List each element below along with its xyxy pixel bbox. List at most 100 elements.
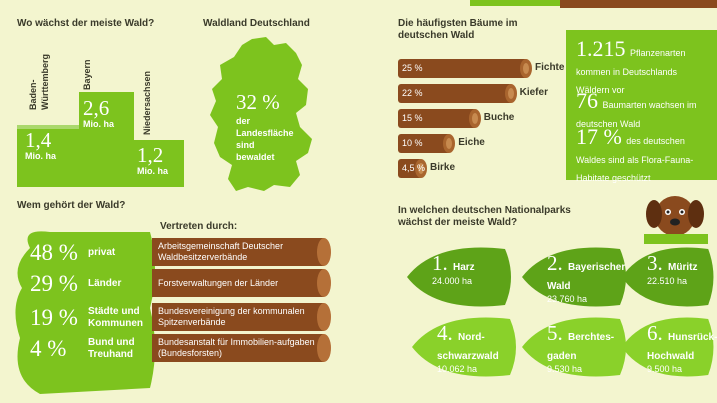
owner-label-0: privat — [88, 247, 116, 258]
park-leaf-1 — [522, 247, 626, 307]
state-label-niedersachsen: Niedersachsen — [142, 70, 152, 135]
owner-org-0: Arbeitsgemeinschaft Deutscher Waldbesitz… — [152, 238, 331, 266]
fact-3: 17 % des deutschen Waldes sind als Flora… — [576, 124, 712, 186]
podium-right — [134, 140, 184, 187]
park-info-3: 4. Nord-schwarzwald 10.062 ha — [437, 321, 517, 375]
tree-log-0 — [398, 59, 526, 78]
tree-log-end-1 — [504, 84, 517, 103]
state-value-bw: 1,4 Mio. ha — [25, 128, 56, 162]
tree-name-0: Fichte — [535, 62, 565, 73]
section-parks-title: In welchen deutschen Nationalparks wächs… — [398, 205, 571, 228]
park-name-3: Nord-schwarzwald — [437, 332, 499, 362]
park-info-1: 2. Bayerischer Wald 23.760 ha — [547, 251, 627, 305]
section-owners-title: Wem gehört der Wald? — [17, 200, 126, 211]
state-value-ns-unit: Mio. ha — [137, 166, 168, 176]
germany-map — [210, 37, 312, 191]
podium-center — [79, 92, 134, 187]
state-label-bw-2: Württemberg — [40, 54, 50, 110]
park-area-1: 23.760 ha — [547, 294, 588, 304]
owner-org-3: Bundesanstalt für Immobilien-aufgaben (B… — [152, 334, 331, 362]
section-forest-states-title: Wo wächst der meiste Wald? — [17, 18, 155, 29]
owner-org-2: Bundesvereinigung der kommunalen Spitzen… — [152, 303, 331, 331]
fact-2-number: 76 — [576, 88, 598, 113]
state-value-bayern: 2,6 Mio. ha — [83, 96, 114, 130]
state-value-bw-unit: Mio. ha — [25, 151, 56, 161]
park-leaf-3 — [412, 317, 516, 377]
waldland-percent: 32 % — [236, 90, 280, 114]
park-rank-1: 2. — [547, 251, 568, 275]
park-name-0: Harz — [453, 262, 475, 273]
park-area-4: 9.530 ha — [547, 364, 583, 374]
owner-label-2: Städte und Kommunen — [88, 306, 143, 329]
tree-pct-1: 22 % — [402, 88, 423, 98]
fact-3-number: 17 % — [576, 124, 622, 149]
tree-name-4: Birke — [430, 162, 456, 173]
state-value-ns: 1,2 Mio. ha — [137, 143, 168, 177]
park-rank-4: 5. — [547, 321, 568, 345]
fact-1-number: 1.215 — [576, 36, 626, 61]
waldland-text: der Landesfläche sind bewaldet — [236, 116, 294, 162]
tree-pct-3: 10 % — [402, 138, 423, 148]
tree-log-end-4 — [415, 159, 428, 178]
park-info-4: 5. Berchtes-gaden 9.530 ha — [547, 321, 627, 375]
park-leaf-0 — [407, 247, 511, 307]
state-value-bw-number: 1,4 — [25, 128, 52, 152]
owner-pct-1: 29 % — [30, 271, 78, 296]
facts-box — [566, 30, 717, 180]
state-value-bayern-number: 2,6 — [83, 96, 110, 120]
tree-pct-2: 15 % — [402, 113, 423, 123]
fact-3-text: des deutschen Waldes sind als Flora-Faun… — [576, 136, 694, 183]
state-label-bayern: Bayern — [82, 59, 92, 90]
fact-1: 1.215 Pflanzenarten kommen in Deutschlan… — [576, 36, 712, 98]
podium-step — [17, 125, 79, 129]
park-leaf-5 — [621, 317, 714, 377]
fact-2: 76 Baumarten wachsen im deutschen Wald — [576, 88, 712, 132]
tree-log-end-3 — [443, 134, 456, 153]
tree-name-1: Kiefer — [519, 87, 548, 98]
fact-1-text: Pflanzenarten kommen in Deutschlands Wäl… — [576, 48, 686, 95]
park-name-5: Hunsrück-Hochwald — [647, 332, 717, 362]
owner-label-1: Länder — [88, 278, 122, 289]
park-rank-2: 3. — [647, 251, 668, 275]
park-name-1: Bayerischer Wald — [547, 262, 626, 292]
park-area-5: 9.500 ha — [647, 364, 683, 374]
park-rank-0: 1. — [432, 251, 453, 275]
owners-green-shape — [15, 231, 156, 394]
tree-pct-0: 25 % — [402, 63, 423, 73]
park-info-5: 6. Hunsrück-Hochwald 9.500 ha — [647, 321, 717, 375]
park-area-3: 10.062 ha — [437, 364, 478, 374]
park-rank-5: 6. — [647, 321, 668, 345]
owner-pct-0: 48 % — [30, 240, 78, 265]
tree-log-end-0 — [520, 59, 532, 78]
section-trees-title-text: Die häufigsten Bäume im deutschen Wald — [398, 18, 518, 41]
owner-org-1: Forstverwaltungen der Länder — [152, 269, 331, 297]
owner-pct-3: 4 % — [30, 336, 67, 361]
state-label-bw-1: Baden- — [28, 79, 38, 110]
park-area-2: 22.510 ha — [647, 276, 688, 286]
top-wood-decoration — [560, 0, 717, 8]
tree-log-end-2 — [468, 109, 481, 128]
podium-left — [17, 125, 79, 187]
park-leaf-2 — [621, 247, 714, 307]
fact-2-text: Baumarten wachsen im deutschen Wald — [576, 100, 697, 129]
dog-icon — [644, 196, 708, 244]
tree-name-2: Buche — [483, 112, 515, 123]
park-name-4: Berchtes-gaden — [547, 332, 615, 362]
top-decoration — [470, 0, 560, 6]
owner-pct-2: 19 % — [30, 305, 78, 330]
tree-log-1 — [398, 84, 511, 103]
section-waldland-title: Waldland Deutschland — [203, 18, 310, 29]
park-leaf-4 — [522, 317, 626, 377]
park-info-2: 3. Müritz 22.510 ha — [647, 251, 717, 287]
state-value-ns-number: 1,2 — [137, 143, 164, 167]
state-value-bayern-unit: Mio. ha — [83, 119, 114, 129]
park-info-0: 1. Harz 24.000 ha — [432, 251, 512, 287]
tree-name-3: Eiche — [458, 137, 485, 148]
tree-log-3 — [398, 134, 450, 153]
park-area-0: 24.000 ha — [432, 276, 473, 286]
section-trees-title: Die häufigsten Bäume im deutschen Wald — [398, 18, 528, 42]
represented-by-title: Vertreten durch: — [160, 221, 238, 232]
park-rank-3: 4. — [437, 321, 458, 345]
tree-log-2 — [398, 109, 475, 128]
park-name-2: Müritz — [668, 262, 698, 273]
